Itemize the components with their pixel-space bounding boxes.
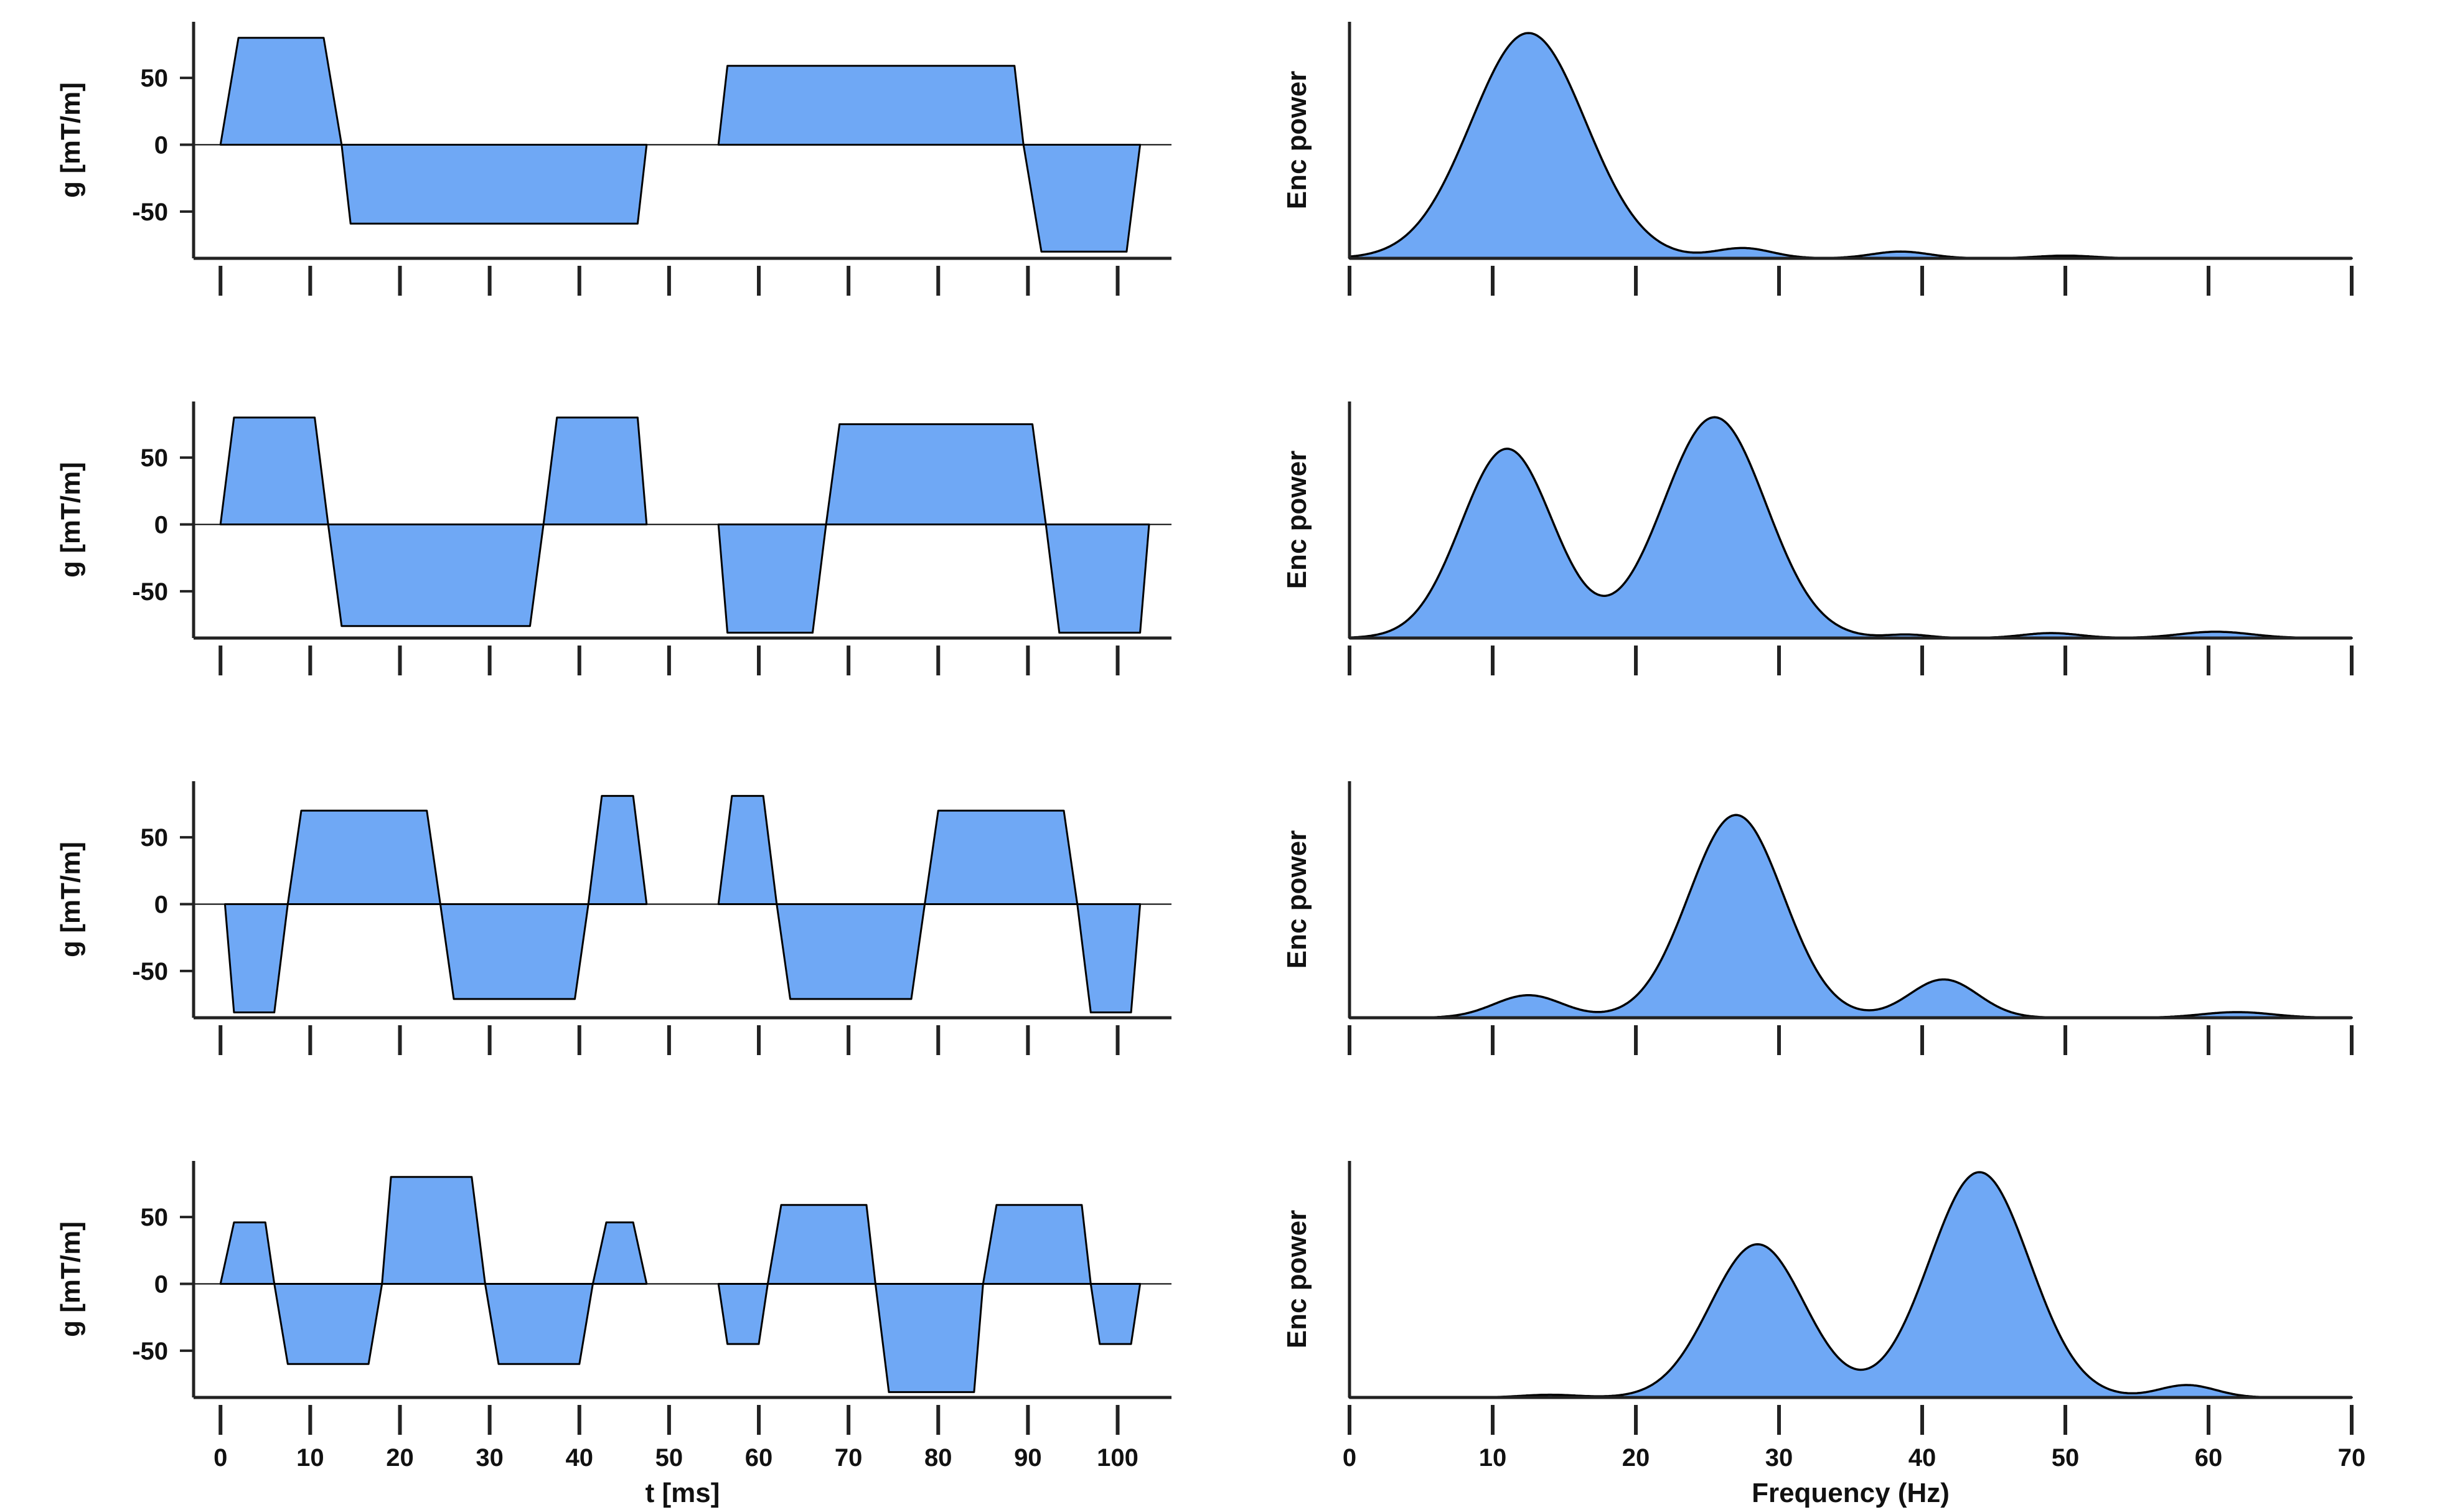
- y-axis-label: Enc power: [1282, 71, 1312, 210]
- y-tick-label: -50: [132, 958, 168, 985]
- x-tick-label: 70: [835, 1444, 863, 1472]
- y-tick-label: -50: [132, 578, 168, 606]
- y-axis-label: g [mT/m]: [55, 462, 86, 578]
- encoding-power-curve: [1348, 32, 2353, 260]
- gradient-lobe-4: [484, 1283, 594, 1365]
- x-axis-label: Frequency (Hz): [1752, 1478, 1950, 1508]
- y-tick-label: -50: [132, 1338, 168, 1365]
- y-tick-label: 50: [141, 824, 169, 852]
- gradient-waveform-2: 50 0 -50 g [mT/m]: [55, 401, 1171, 675]
- encoding-power-curve: [1348, 814, 2353, 1019]
- gradient-lobe-1: [219, 37, 343, 146]
- gradient-lobe-5: [591, 1221, 648, 1285]
- encoding-power-3: Enc power: [1282, 781, 2354, 1055]
- gradient-lobe-8: [1076, 903, 1142, 1013]
- gradient-lobe-4: [1022, 144, 1142, 253]
- x-tick-label: 100: [1097, 1444, 1138, 1472]
- y-tick-label: 50: [141, 65, 169, 92]
- gradient-lobe-2: [340, 144, 648, 225]
- x-axis-label: t [ms]: [646, 1478, 720, 1508]
- gradient-lobe-7: [924, 809, 1079, 905]
- y-tick-label: 0: [154, 891, 168, 919]
- gradient-lobe-3: [439, 903, 589, 1000]
- gradient-lobe-3: [717, 65, 1025, 146]
- x-tick-label: 10: [296, 1444, 324, 1472]
- encoding-power-curve: [1348, 1171, 2353, 1399]
- gradient-waveform-3: 50 0 -50 g [mT/m]: [55, 781, 1171, 1055]
- x-tick-label: 30: [1765, 1444, 1793, 1472]
- gradient-lobe-2: [273, 1283, 383, 1365]
- y-axis-label: g [mT/m]: [55, 82, 86, 198]
- x-tick-label: 60: [745, 1444, 773, 1472]
- y-tick-label: 50: [141, 1204, 169, 1231]
- x-tick-label: 40: [566, 1444, 594, 1472]
- gradient-lobe-4: [717, 524, 827, 634]
- y-axis-label: g [mT/m]: [55, 842, 86, 957]
- x-tick-label: 50: [2052, 1444, 2080, 1472]
- gradient-lobe-6: [1045, 524, 1150, 634]
- x-tick-label: 0: [1343, 1444, 1356, 1472]
- gradient-lobe-9: [982, 1204, 1092, 1285]
- gradient-lobe-1: [219, 1221, 276, 1285]
- gradient-lobe-6: [717, 1283, 769, 1345]
- gradient-lobe-4: [587, 795, 648, 905]
- x-tick-label: 20: [1622, 1444, 1650, 1472]
- x-tick-label: 60: [2195, 1444, 2223, 1472]
- gradient-lobe-1: [219, 416, 329, 525]
- gradient-waveform-4: 50 0 -50 0 10 20 30 40 50 60 70 80 90 100 g [mT/m] t [m…: [55, 1161, 1171, 1508]
- gradient-lobe-3: [542, 416, 648, 525]
- x-tick-label: 50: [655, 1444, 683, 1472]
- gradient-lobe-7: [766, 1204, 876, 1285]
- x-tick-label: 40: [1908, 1444, 1937, 1472]
- gradient-lobe-1: [223, 903, 289, 1013]
- x-tick-label: 90: [1014, 1444, 1042, 1472]
- encoding-power-curve: [1348, 416, 2353, 639]
- gradient-lobe-5: [717, 795, 778, 905]
- encoding-power-4: 0 10 20 30 40 50 60 70 Enc power Frequency (Hz): [1282, 1161, 2365, 1508]
- gradient-lobe-5: [825, 423, 1047, 525]
- gradient-lobe-10: [1089, 1283, 1142, 1345]
- panels: 50 0 -50 g [mT/m] Enc power 50 0 -50 g [mT/m] Enc…: [55, 22, 2365, 1508]
- y-tick-label: 0: [154, 512, 168, 539]
- y-axis-label: Enc power: [1282, 830, 1312, 969]
- x-tick-label: 80: [924, 1444, 952, 1472]
- encoding-power-2: Enc power: [1282, 401, 2354, 675]
- x-tick-label: 0: [214, 1444, 227, 1472]
- y-tick-label: 0: [154, 132, 168, 159]
- x-tick-label: 30: [476, 1444, 504, 1472]
- x-tick-label: 70: [2338, 1444, 2366, 1472]
- y-axis-label: Enc power: [1282, 451, 1312, 589]
- gradient-lobe-2: [327, 524, 545, 627]
- gradient-lobe-6: [776, 903, 926, 1000]
- y-axis-label: Enc power: [1282, 1210, 1312, 1349]
- gradient-waveform-1: 50 0 -50 g [mT/m]: [55, 22, 1171, 296]
- x-tick-label: 10: [1479, 1444, 1507, 1472]
- y-tick-label: 0: [154, 1271, 168, 1298]
- x-tick-label: 20: [386, 1444, 414, 1472]
- gradient-lobe-8: [874, 1283, 984, 1393]
- gradient-lobe-3: [381, 1176, 486, 1285]
- gradient-lobe-2: [286, 809, 441, 905]
- y-tick-label: 50: [141, 444, 169, 472]
- y-axis-label: g [mT/m]: [55, 1221, 86, 1337]
- encoding-power-1: Enc power: [1282, 22, 2354, 296]
- y-tick-label: -50: [132, 199, 168, 226]
